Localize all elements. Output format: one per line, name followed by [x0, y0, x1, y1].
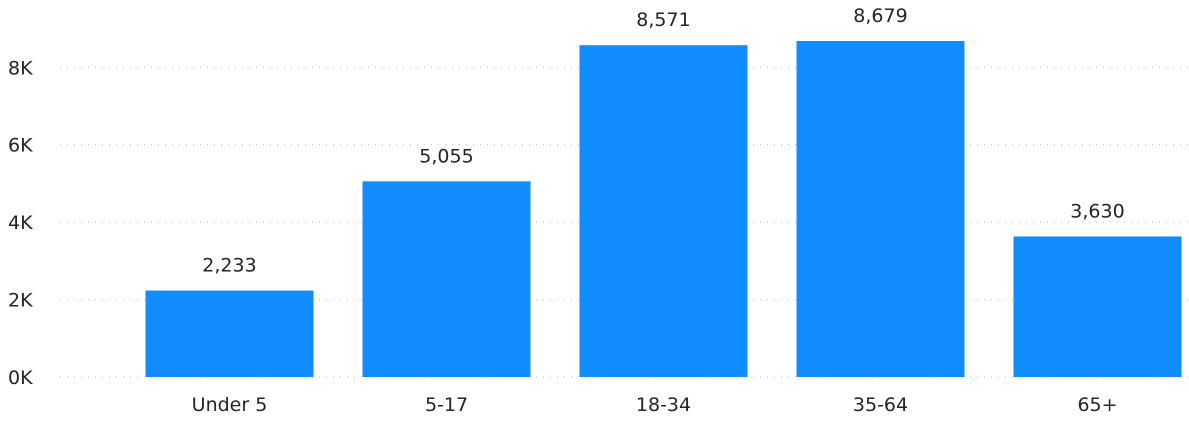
data-labels: 2,233 5,055 8,571 8,679 3,630 [202, 5, 1124, 277]
bar[interactable] [796, 41, 965, 377]
y-tick-label: 8K [8, 57, 33, 79]
bar[interactable] [145, 290, 314, 377]
bar-data-label: 3,630 [1070, 200, 1124, 222]
bar-data-label: 5,055 [419, 145, 473, 167]
x-category-label: 65+ [1077, 394, 1117, 416]
y-tick-label: 2K [8, 290, 33, 312]
x-category-label: 5-17 [425, 394, 468, 416]
bar-data-label: 8,679 [853, 5, 907, 27]
y-tick-label: 4K [8, 212, 33, 234]
bar[interactable] [579, 45, 748, 378]
y-tick-label: 6K [8, 135, 33, 157]
bar[interactable] [362, 181, 531, 377]
x-axis-categories: Under 5 5-17 18-34 35-64 65+ [192, 394, 1118, 416]
x-category-label: Under 5 [192, 394, 268, 416]
y-axis-ticks: 0K 2K 4K 6K 8K [8, 57, 33, 389]
bar[interactable] [1013, 236, 1182, 377]
bar-data-label: 8,571 [636, 9, 690, 31]
x-category-label: 18-34 [636, 394, 691, 416]
bars [145, 41, 1182, 378]
x-category-label: 35-64 [853, 394, 908, 416]
bar-data-label: 2,233 [202, 255, 256, 277]
y-tick-label: 0K [8, 367, 33, 389]
